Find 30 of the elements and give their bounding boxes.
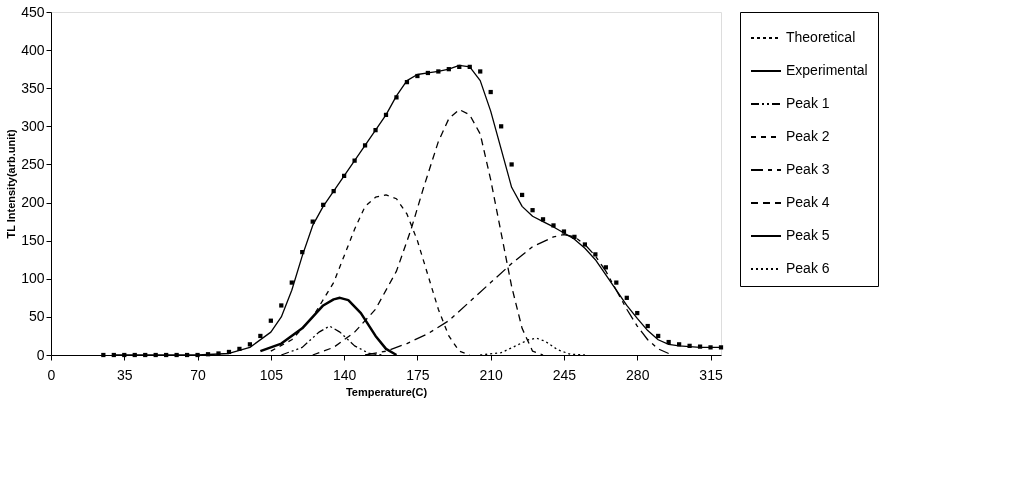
legend-label: Peak 3 <box>786 161 830 177</box>
x-tick-label: 280 <box>626 366 650 383</box>
y-tick-label: 100 <box>21 270 45 287</box>
y-tick-label: 300 <box>21 117 45 134</box>
x-tick-label: 140 <box>332 366 357 383</box>
x-tick-label: 0 <box>47 366 56 383</box>
legend-label: Peak 6 <box>786 260 830 276</box>
x-tick-label: 175 <box>406 366 430 383</box>
legend-label: Peak 5 <box>786 227 830 243</box>
legend-label: Peak 1 <box>786 95 830 111</box>
x-tick-label: 35 <box>116 366 133 383</box>
x-tick-label: 245 <box>552 366 577 383</box>
x-tick-label: 70 <box>190 366 207 383</box>
x-tick-label: 315 <box>699 366 723 383</box>
y-tick-label: 50 <box>28 308 45 325</box>
x-axis-title: Temperature(C) <box>345 385 428 398</box>
x-tick-label: 210 <box>479 366 504 383</box>
legend-label: Peak 2 <box>786 128 830 144</box>
y-tick-label: 150 <box>21 232 45 249</box>
y-tick-label: 350 <box>21 79 45 96</box>
x-tick-label: 105 <box>259 366 284 383</box>
y-tick-label: 200 <box>21 194 45 211</box>
y-tick-label: 0 <box>36 346 45 363</box>
y-tick-label: 400 <box>21 41 45 58</box>
y-tick-label: 250 <box>21 155 45 172</box>
y-axis-title: TL Intensity(arb.unit) <box>5 129 18 239</box>
legend-label: Experimental <box>786 62 868 78</box>
legend-label: Theoretical <box>786 29 856 45</box>
y-tick-label: 450 <box>21 3 45 20</box>
legend-label: Peak 4 <box>786 194 830 210</box>
